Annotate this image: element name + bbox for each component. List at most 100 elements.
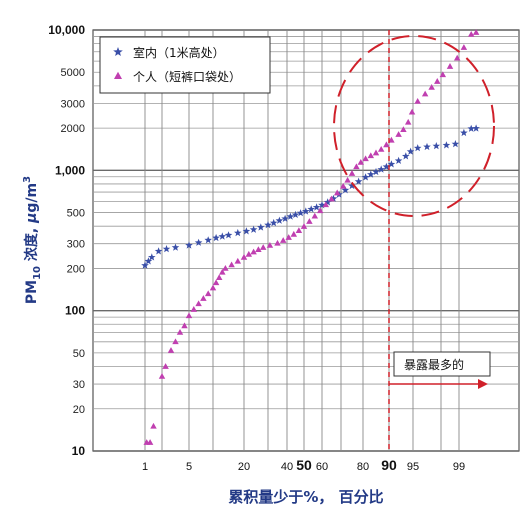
indoor-data-point xyxy=(413,144,422,152)
indoor-data-point xyxy=(394,156,403,164)
personal-data-point xyxy=(185,312,193,319)
personal-data-point xyxy=(212,279,220,286)
personal-data-point xyxy=(285,234,292,240)
personal-data-point xyxy=(274,239,281,246)
indoor-data-point xyxy=(269,218,278,227)
indoor-data-point xyxy=(162,245,171,253)
personal-data-point xyxy=(328,195,335,202)
x-tick-label: 99 xyxy=(453,461,465,473)
indoor-data-point xyxy=(307,205,315,213)
indoor-data-point xyxy=(212,233,220,242)
personal-data-point xyxy=(162,363,169,369)
personal-data-point xyxy=(200,295,207,301)
plot-area xyxy=(92,29,520,452)
y-tick-label: 500 xyxy=(67,208,85,220)
personal-data-point xyxy=(428,83,435,90)
indoor-data-point xyxy=(341,186,350,194)
y-tick-label: 30 xyxy=(73,379,85,391)
personal-data-point xyxy=(439,71,447,78)
legend-marker-indoor xyxy=(113,47,123,56)
legend-star-icon xyxy=(113,47,123,56)
personal-data-point xyxy=(245,250,253,257)
x-tick-label: 40 xyxy=(281,461,293,473)
indoor-data-point xyxy=(144,257,153,265)
y-tick-label: 1,000 xyxy=(55,163,85,177)
y-tick-label: 100 xyxy=(65,304,85,318)
personal-data-point xyxy=(190,306,198,312)
indoor-data-point xyxy=(382,162,391,170)
personal-data-point xyxy=(446,63,454,69)
indoor-data-point xyxy=(472,124,480,132)
personal-data-point xyxy=(228,261,235,268)
y-tick-labels: 10 20 30 50 100 200 300 500 1,000 2000 3000 5000 10,… xyxy=(48,23,85,458)
annotation-callout: 暴露最多的 xyxy=(389,351,491,389)
personal-data-point xyxy=(367,152,375,159)
high-exposure-ellipse xyxy=(333,35,495,217)
indoor-data-point xyxy=(367,170,375,178)
legend-label-personal: 个人（短裤口袋处） xyxy=(133,70,241,84)
personal-data-point xyxy=(467,31,475,37)
indoor-data-point xyxy=(171,243,180,251)
indoor-data-point xyxy=(460,128,468,137)
personal-data-point xyxy=(472,29,480,35)
personal-data-point xyxy=(167,347,175,353)
indoor-data-point xyxy=(372,167,380,176)
indoor-data-point xyxy=(302,207,310,215)
personal-data-point xyxy=(404,118,412,125)
indoor-data-point xyxy=(249,225,258,233)
personal-data-point xyxy=(357,158,365,165)
x-tick-label: 80 xyxy=(357,461,369,473)
personal-data-point xyxy=(219,268,226,275)
indoor-data-point xyxy=(275,216,284,224)
personal-data-point xyxy=(222,265,229,271)
annotation-arrow-head xyxy=(478,379,488,389)
legend-marker-personal xyxy=(113,71,123,79)
y-axis-title-unit: g/m xyxy=(24,183,40,213)
personal-data-point xyxy=(240,253,248,260)
y-axis-title-superscript: 3 xyxy=(22,176,33,183)
indoor-data-point xyxy=(154,247,163,255)
personal-data-point xyxy=(348,170,356,176)
y-tick-label: 20 xyxy=(73,404,85,416)
personal-data-point xyxy=(453,54,461,61)
personal-data-point xyxy=(158,373,166,379)
personal-data-point xyxy=(215,274,223,280)
personal-data-point xyxy=(414,97,421,104)
x-tick-label: 90 xyxy=(381,457,397,473)
indoor-data-point xyxy=(323,198,332,206)
indoor-data-point xyxy=(185,241,193,249)
indoor-data-point xyxy=(451,140,460,148)
personal-data-point xyxy=(316,207,324,214)
annotation-label: 暴露最多的 xyxy=(404,357,464,372)
y-axis-title-main: 浓度, xyxy=(23,223,40,266)
indoor-data-point xyxy=(148,253,156,261)
personal-data-point xyxy=(339,182,347,189)
y-tick-label: 200 xyxy=(67,263,85,275)
indoor-data-point xyxy=(423,142,431,151)
series-personal xyxy=(143,29,480,445)
personal-data-point xyxy=(388,136,395,143)
y-tick-label: 2000 xyxy=(61,123,85,135)
personal-data-point xyxy=(344,176,351,183)
personal-data-point xyxy=(295,227,303,233)
indoor-data-point xyxy=(361,173,370,181)
personal-data-point xyxy=(311,212,319,219)
personal-data-point xyxy=(172,338,179,345)
annotation-box xyxy=(393,351,491,377)
personal-data-point xyxy=(181,322,188,329)
personal-data-point xyxy=(266,241,274,248)
indoor-data-point xyxy=(281,214,289,222)
indoor-data-point xyxy=(312,203,321,211)
indoor-data-point xyxy=(329,194,338,202)
y-tick-label: 10,000 xyxy=(48,23,85,37)
personal-data-point xyxy=(176,329,184,335)
y-tick-label: 3000 xyxy=(61,98,85,110)
indoor-data-point xyxy=(234,228,242,237)
legend-triangle-icon xyxy=(113,71,123,79)
indoor-data-point xyxy=(467,124,475,132)
series-layer xyxy=(141,29,480,445)
personal-data-point xyxy=(408,108,416,115)
personal-data-point xyxy=(279,237,287,243)
y-axis-title-prefix: PM xyxy=(24,280,40,304)
indoor-data-point xyxy=(348,181,356,190)
